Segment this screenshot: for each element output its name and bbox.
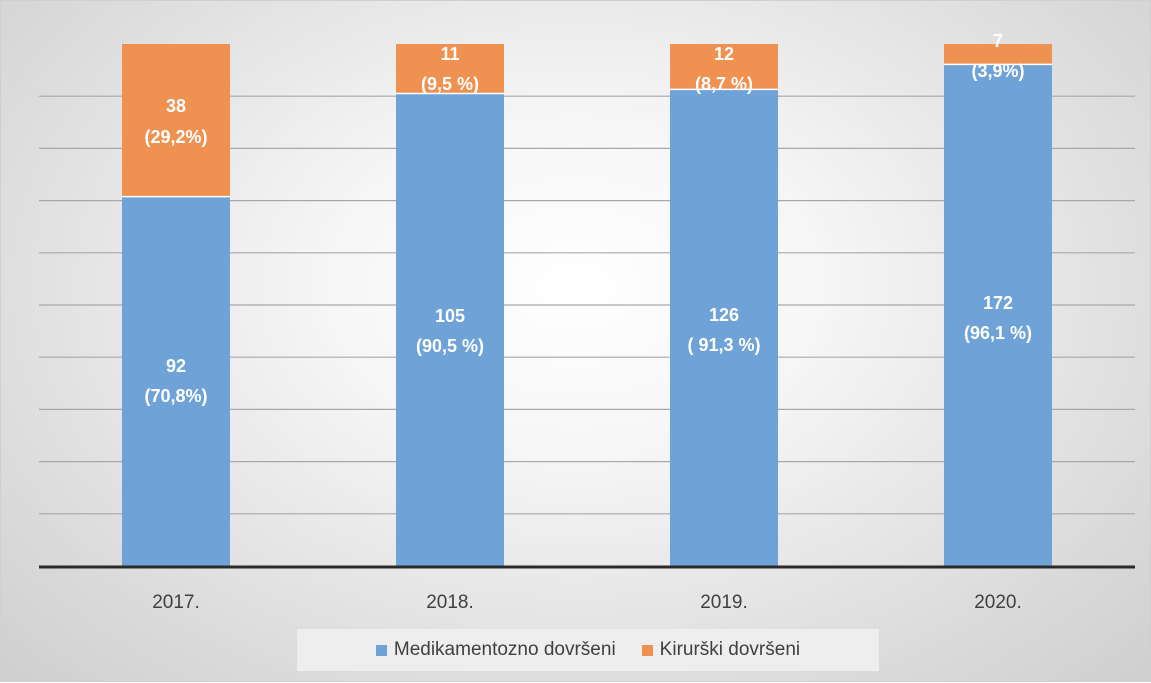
bar-kirurski-0 [122,44,230,197]
legend-label-medikamentozno: Medikamentozno dovršeni [393,639,616,660]
data-label-kirurski-3-count: 7 [993,31,1003,51]
legend-item-medikamentozno: Medikamentozno dovršeni [375,639,616,661]
bar-medikamentozno-2 [670,89,778,567]
data-label-medikamentozno-3-percent: (96,1 %) [964,323,1032,343]
legend-label-kirurski: Kirurški dovršeni [659,639,801,660]
data-label-medikamentozno-0-count: 92 [166,356,186,376]
x-axis: 2017. 2018. 2019. 2020. [39,565,1135,613]
bars [122,44,1052,567]
x-tick-label-3: 2020. [974,592,1022,613]
x-tick-label-0: 2017. [152,592,200,613]
bar-kirurski-3 [944,44,1052,65]
data-label-kirurski-2-count: 12 [714,44,734,64]
data-label-kirurski-0-percent: (29,2%) [144,127,207,147]
legend-swatch-kirurski [641,644,653,656]
bar-medikamentozno-1 [396,93,504,566]
data-label-medikamentozno-2-count: 126 [709,305,739,325]
x-tick-label-2: 2019. [700,592,748,613]
bar-medikamentozno-3 [944,64,1052,567]
data-labels: 92 (70,8%) 105 (90,5 %) 126 ( 91,3 %) 172 (96,1… [144,31,1032,406]
data-label-kirurski-1-count: 11 [440,44,459,64]
bar-kirurski-2 [670,44,778,90]
data-label-kirurski-1-percent: (9,5 %) [421,74,479,94]
data-label-medikamentozno-2-percent: ( 91,3 %) [687,335,760,355]
data-label-medikamentozno-1-percent: (90,5 %) [416,336,484,356]
legend: Medikamentozno dovršeni Kirurški dovršen… [297,629,879,671]
legend-item-kirurski: Kirurški dovršeni [641,639,801,661]
data-label-kirurski-3-percent: (3,9%) [971,61,1024,81]
data-label-kirurski-0-count: 38 [166,96,186,116]
bar-kirurski-1 [396,44,504,94]
data-label-medikamentozno-0-percent: (70,8%) [144,386,207,406]
data-label-medikamentozno-1-count: 105 [435,306,465,326]
data-label-medikamentozno-3-count: 172 [983,293,1013,313]
legend-swatch-medikamentozno [375,644,387,656]
bar-medikamentozno-0 [122,196,230,567]
data-label-kirurski-2-percent: (8,7 %) [695,74,753,94]
x-tick-label-1: 2018. [426,592,474,613]
